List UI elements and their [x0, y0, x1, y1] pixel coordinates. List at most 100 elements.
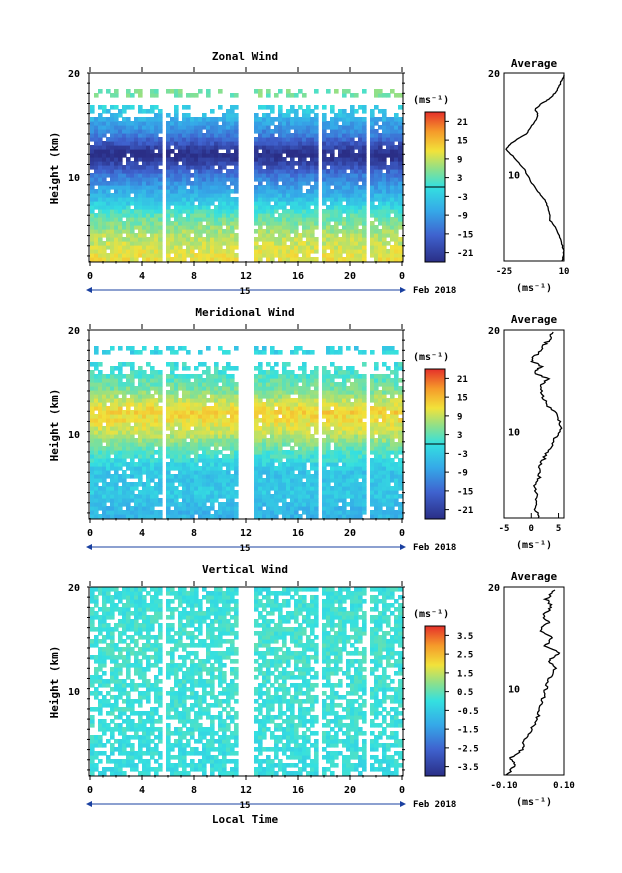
heatmap-cell	[222, 145, 227, 150]
heatmap-cell	[222, 418, 227, 423]
heatmap-cell	[174, 113, 179, 118]
heatmap-cell	[158, 245, 163, 250]
heatmap-cell	[290, 217, 295, 222]
heatmap-cell	[226, 213, 231, 218]
heatmap-cell	[338, 434, 343, 439]
heatmap-cell	[130, 366, 135, 371]
heatmap-cell	[198, 233, 203, 238]
heatmap-cell	[334, 121, 339, 126]
heatmap-cell	[254, 510, 259, 515]
heatmap-cell	[222, 474, 227, 479]
heatmap-cell	[290, 438, 295, 443]
heatmap-cell	[342, 237, 347, 242]
heatmap-cell	[298, 466, 303, 471]
heatmap-cell	[218, 510, 223, 515]
heatmap-cell	[322, 406, 327, 411]
heatmap-cell	[262, 446, 267, 451]
heatmap-cell	[90, 193, 95, 198]
heatmap-cell	[110, 426, 115, 431]
heatmap-cell	[98, 446, 103, 451]
heatmap-cell	[266, 418, 271, 423]
heatmap-cell	[258, 474, 263, 479]
heatmap-cell	[274, 117, 279, 122]
average-x-tick-label: -25	[496, 267, 512, 277]
heatmap-cell	[310, 137, 315, 142]
heatmap-cell	[226, 129, 231, 134]
heatmap-cell	[334, 450, 339, 455]
heatmap-cell	[294, 257, 299, 262]
heatmap-cell	[286, 462, 291, 467]
heatmap-cell	[382, 117, 387, 122]
heatmap-cell	[382, 185, 387, 190]
heatmap-cell	[106, 414, 111, 419]
heatmap-cell	[106, 149, 111, 154]
heatmap-cell	[226, 153, 231, 158]
heatmap-cell	[298, 406, 303, 411]
heatmap-cell	[362, 109, 367, 114]
heatmap-cell	[354, 177, 359, 182]
heatmap-cell	[222, 386, 227, 391]
heatmap-cell	[282, 430, 287, 435]
heatmap-cell	[394, 233, 399, 238]
heatmap-cell	[150, 161, 155, 166]
heatmap-cell	[382, 241, 387, 246]
heatmap-cell	[258, 213, 263, 218]
heatmap-cell	[218, 478, 223, 483]
heatmap-cell	[266, 141, 271, 146]
heatmap-cell	[122, 514, 127, 519]
heatmap-cell	[206, 378, 211, 383]
heatmap-cell	[206, 506, 211, 511]
heatmap-cell	[102, 189, 107, 194]
heatmap-cell	[170, 390, 175, 395]
heatmap-cell	[98, 257, 103, 262]
heatmap-cell	[342, 125, 347, 130]
heatmap-cell	[214, 466, 219, 471]
heatmap-cell	[134, 438, 139, 443]
heatmap-cell	[174, 257, 179, 262]
heatmap-cell	[90, 494, 95, 499]
heatmap-cell	[378, 109, 383, 114]
heatmap-cell	[122, 446, 127, 451]
heatmap-cell	[302, 482, 307, 487]
heatmap-cell	[302, 133, 307, 138]
heatmap-cell	[294, 141, 299, 146]
heatmap-cell	[302, 466, 307, 471]
heatmap-cell	[134, 402, 139, 407]
heatmap-cell	[182, 502, 187, 507]
heatmap-cell	[126, 438, 131, 443]
heatmap-cell	[266, 137, 271, 142]
heatmap-cell	[314, 137, 319, 142]
heatmap-cell	[134, 169, 139, 174]
heatmap-cell	[290, 406, 295, 411]
heatmap-cell	[254, 506, 259, 511]
heatmap-cell	[126, 462, 131, 467]
heatmap-cell	[202, 398, 207, 403]
heatmap-cell	[126, 137, 131, 142]
heatmap-cell	[338, 129, 343, 134]
heatmap-cell	[338, 161, 343, 166]
heatmap-cell	[310, 221, 315, 226]
heatmap-cell	[330, 201, 335, 206]
heatmap-cell	[282, 121, 287, 126]
heatmap-cell	[234, 446, 239, 451]
heatmap-cell	[370, 173, 375, 178]
heatmap-cell	[302, 350, 307, 355]
heatmap-cell	[358, 125, 363, 130]
heatmap-cell	[378, 181, 383, 186]
heatmap-cell	[146, 193, 151, 198]
heatmap-cell	[322, 454, 327, 459]
heatmap-cell	[330, 402, 335, 407]
heatmap-cell	[282, 510, 287, 515]
heatmap-cell	[98, 105, 103, 110]
heatmap-cell	[146, 466, 151, 471]
heatmap-cell	[266, 362, 271, 367]
heatmap-cell	[398, 209, 403, 214]
heatmap-cell	[90, 249, 95, 254]
heatmap-cell	[186, 506, 191, 511]
heatmap-cell	[326, 430, 331, 435]
heatmap-cell	[358, 470, 363, 475]
heatmap-cell	[310, 129, 315, 134]
heatmap-cell	[134, 185, 139, 190]
heatmap-cell	[354, 233, 359, 238]
heatmap-cell	[270, 506, 275, 511]
